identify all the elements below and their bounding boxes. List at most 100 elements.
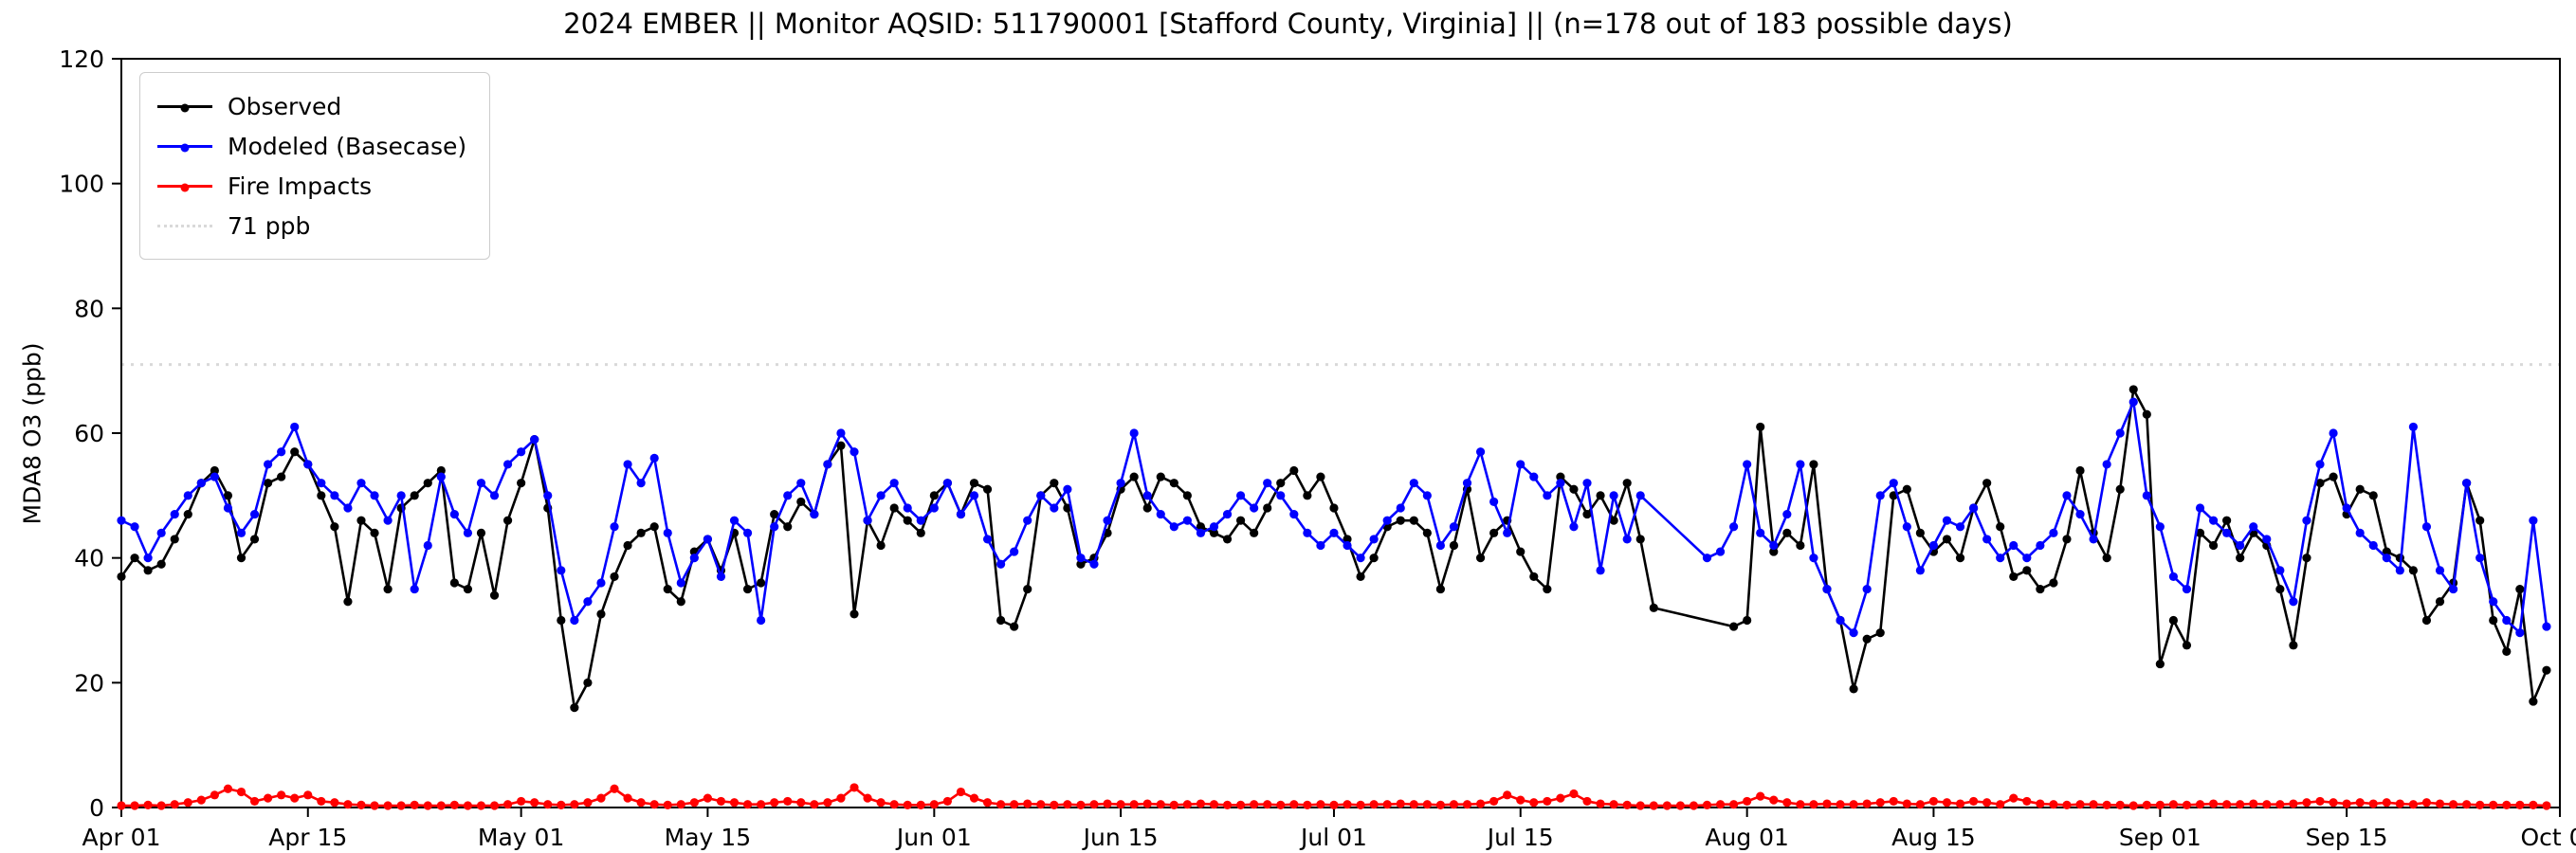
data-point <box>1836 615 1845 626</box>
data-point <box>2155 800 2165 809</box>
data-point <box>1182 491 1192 500</box>
data-point <box>370 528 379 537</box>
legend-label-fire: Fire Impacts <box>228 172 373 200</box>
x-tick-label: Jul 01 <box>1299 824 1367 851</box>
data-point <box>2009 572 2019 582</box>
data-point <box>2168 572 2179 582</box>
data-point <box>1596 799 1605 808</box>
data-point <box>1010 800 1019 809</box>
data-point <box>850 609 859 619</box>
data-point <box>1196 528 1206 537</box>
data-point <box>1169 800 1178 809</box>
data-point <box>223 491 233 500</box>
data-point <box>1662 801 1672 810</box>
data-point <box>876 798 886 808</box>
data-point <box>2022 554 2032 563</box>
data-point <box>2329 798 2338 808</box>
data-point <box>476 801 486 810</box>
data-point <box>889 479 899 488</box>
data-point <box>196 479 206 488</box>
data-point <box>1435 540 1446 551</box>
data-point <box>2128 397 2138 407</box>
data-point <box>117 801 126 810</box>
data-point <box>1996 554 2005 563</box>
data-point <box>1235 516 1246 525</box>
data-point <box>1316 472 1325 481</box>
data-point <box>1503 528 1512 537</box>
data-point <box>1556 793 1565 803</box>
data-point <box>2275 800 2285 809</box>
data-point <box>277 472 286 481</box>
legend-entry-modeled: Modeled (Basecase) <box>157 126 466 166</box>
data-point <box>2302 554 2311 563</box>
data-point <box>1209 522 1219 532</box>
data-point <box>2435 597 2445 607</box>
data-point <box>916 800 925 809</box>
data-point <box>1369 800 1379 809</box>
data-point <box>757 615 766 626</box>
data-point <box>2421 798 2432 808</box>
data-point <box>463 801 473 810</box>
data-point <box>2075 800 2085 809</box>
data-point <box>2489 800 2498 809</box>
data-point <box>2302 516 2311 525</box>
data-point <box>623 540 632 551</box>
data-point <box>969 491 979 500</box>
data-point <box>1276 491 1286 500</box>
data-point <box>383 584 393 594</box>
data-point <box>1369 554 1379 563</box>
data-point <box>742 528 753 537</box>
data-point <box>1529 798 1539 808</box>
data-point <box>1862 634 1872 644</box>
data-point <box>729 516 740 525</box>
data-point <box>2275 566 2285 575</box>
data-point <box>476 479 486 488</box>
data-point <box>1596 566 1605 575</box>
data-point <box>223 784 233 793</box>
data-point <box>2448 800 2458 809</box>
data-point <box>2421 615 2432 626</box>
data-point <box>1222 509 1233 519</box>
y-tick-label: 0 <box>89 794 104 822</box>
data-point <box>502 800 513 809</box>
data-point <box>1836 800 1845 809</box>
data-point <box>2302 798 2311 808</box>
data-point <box>2195 800 2205 809</box>
legend-entry-fire: Fire Impacts <box>157 166 466 206</box>
data-point <box>2155 659 2165 669</box>
data-point <box>636 798 646 808</box>
data-point <box>2435 566 2445 575</box>
data-point <box>1955 799 1965 808</box>
data-point <box>1715 547 1726 556</box>
data-point <box>2515 800 2525 809</box>
data-point <box>2075 465 2085 476</box>
data-point <box>796 479 806 488</box>
data-point <box>1329 800 1339 809</box>
data-point <box>1329 528 1339 537</box>
data-point <box>356 479 366 488</box>
data-point <box>1316 540 1325 551</box>
data-point <box>249 535 260 544</box>
data-point <box>1263 479 1272 488</box>
x-tick-label: Sep 01 <box>2119 824 2201 851</box>
data-point <box>2329 428 2338 438</box>
data-point <box>2022 796 2032 807</box>
data-point <box>1902 484 1911 494</box>
data-point <box>2408 422 2418 432</box>
data-point <box>2115 800 2125 809</box>
data-point <box>156 801 166 810</box>
data-point <box>676 800 685 809</box>
data-point <box>2421 522 2432 532</box>
data-point <box>1516 460 1526 469</box>
data-point <box>1582 479 1592 488</box>
data-point <box>2208 516 2219 525</box>
data-point <box>1743 615 1752 626</box>
data-point <box>636 528 646 537</box>
data-point <box>1569 789 1579 799</box>
data-point <box>117 516 126 525</box>
data-point <box>956 787 966 797</box>
data-point <box>196 795 206 805</box>
data-point <box>2529 697 2538 706</box>
data-point <box>290 793 300 803</box>
